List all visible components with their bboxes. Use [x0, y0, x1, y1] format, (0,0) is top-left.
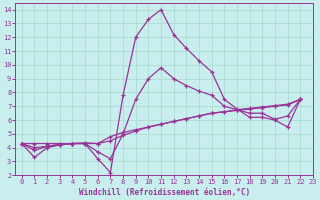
X-axis label: Windchill (Refroidissement éolien,°C): Windchill (Refroidissement éolien,°C) — [79, 188, 250, 197]
